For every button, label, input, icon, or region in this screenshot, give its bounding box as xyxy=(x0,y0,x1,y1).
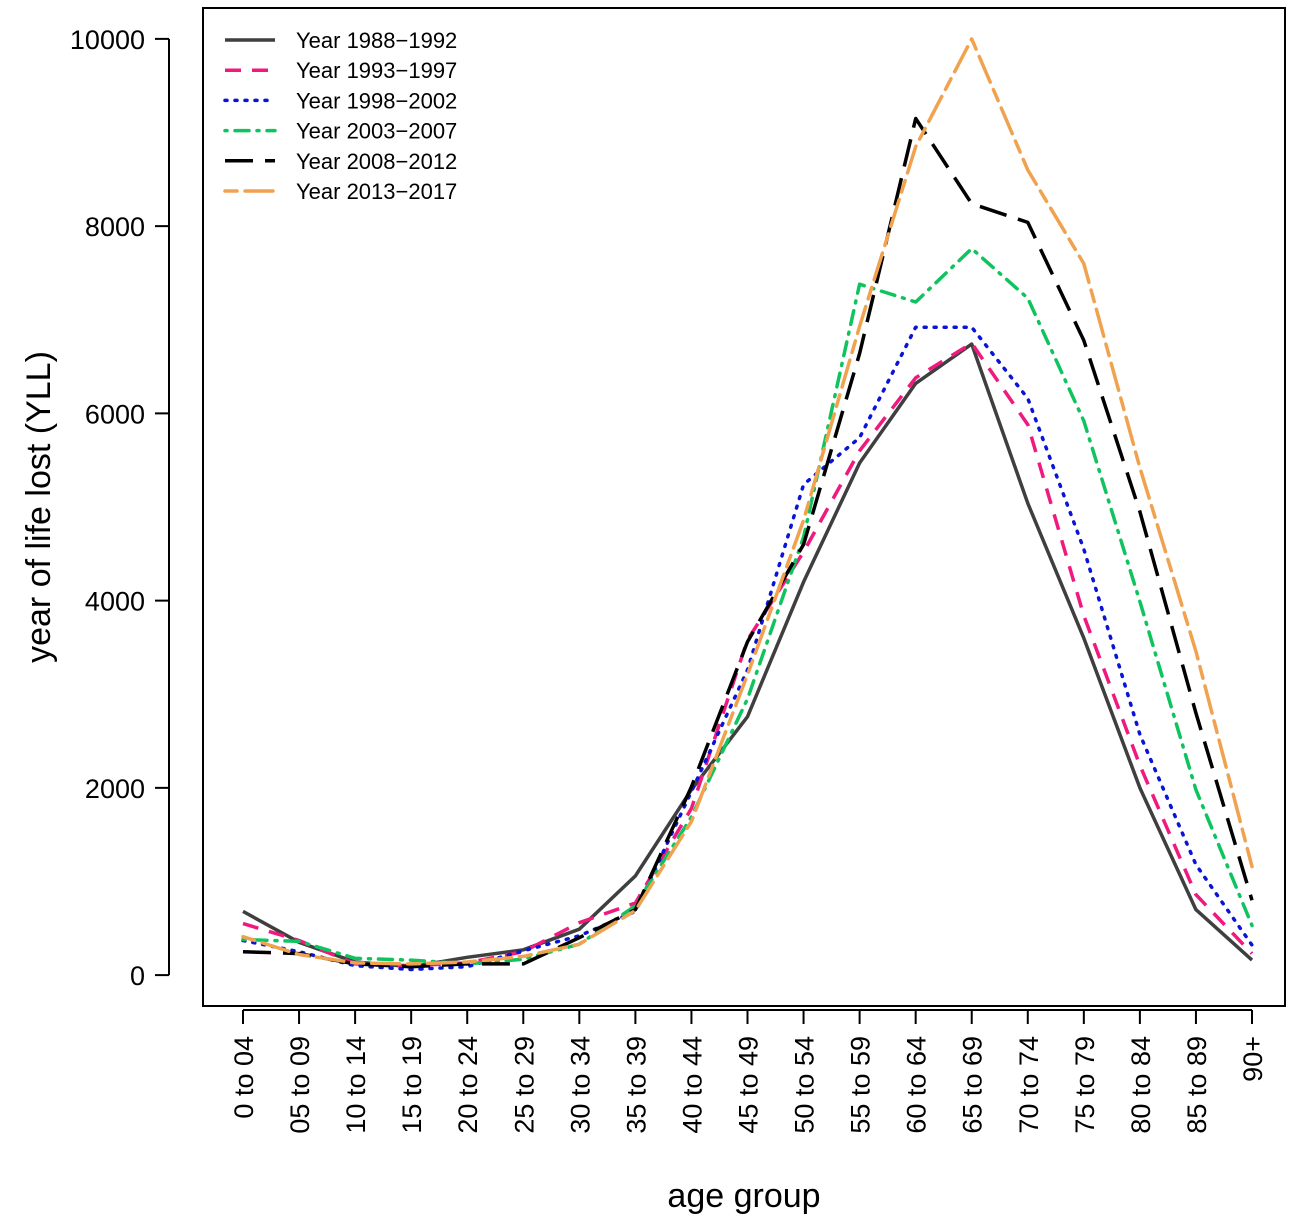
y-tick-label: 8000 xyxy=(85,212,145,242)
x-tick-label: 0 to 04 xyxy=(229,1036,259,1119)
x-axis-title: age group xyxy=(667,1177,820,1215)
y-axis: 0 2000 4000 6000 8000 10000 xyxy=(70,25,170,991)
series-line-2 xyxy=(242,341,1254,968)
x-tick-label: 80 to 84 xyxy=(1126,1036,1156,1134)
y-tick-label: 0 xyxy=(130,961,145,991)
series-line-6 xyxy=(241,37,1254,966)
plot-area-frame xyxy=(202,7,1286,1007)
series-line-1 xyxy=(242,342,1254,969)
series-lines xyxy=(241,37,1254,972)
legend-label-1: Year 1988−1992 xyxy=(296,28,457,53)
x-tick-label: 85 to 89 xyxy=(1182,1036,1212,1134)
legend-label-6: Year 2013−2017 xyxy=(296,179,457,204)
legend-label-4: Year 2003−2007 xyxy=(296,119,457,144)
series-line-4 xyxy=(241,246,1254,966)
x-tick-label: 60 to 64 xyxy=(902,1036,932,1134)
legend-label-2: Year 1993−1997 xyxy=(296,58,457,83)
x-tick-label: 30 to 34 xyxy=(565,1036,595,1134)
x-tick-label: 35 to 39 xyxy=(621,1036,651,1134)
x-tick-label: 55 to 59 xyxy=(846,1036,876,1134)
legend: Year 1988−1992 Year 1993−1997 Year 1998−20… xyxy=(223,28,457,204)
y-tick-label: 2000 xyxy=(85,774,145,804)
x-tick-label: 25 to 29 xyxy=(509,1036,539,1134)
y-tick-label: 10000 xyxy=(70,25,145,55)
x-tick-label: 90+ xyxy=(1238,1036,1268,1082)
x-tick-label: 50 to 54 xyxy=(790,1036,820,1134)
x-tick-label: 70 to 74 xyxy=(1014,1036,1044,1134)
x-tick-label: 75 to 79 xyxy=(1070,1036,1100,1134)
x-tick-label: 45 to 49 xyxy=(734,1036,764,1134)
x-tick-label: 05 to 09 xyxy=(285,1036,315,1134)
y-tick-label: 6000 xyxy=(85,399,145,429)
x-tick-label: 20 to 24 xyxy=(453,1036,483,1134)
x-tick-label: 65 to 69 xyxy=(958,1036,988,1134)
series-line-3 xyxy=(241,325,1254,972)
legend-label-5: Year 2008−2012 xyxy=(296,149,457,174)
series-line-5 xyxy=(242,116,1254,969)
x-tick-label: 15 to 19 xyxy=(397,1036,427,1134)
y-axis-title: year of life lost (YLL) xyxy=(20,351,58,663)
legend-label-3: Year 1998−2002 xyxy=(296,88,457,113)
x-tick-label: 40 to 44 xyxy=(677,1036,707,1134)
x-tick-label: 10 to 14 xyxy=(341,1036,371,1134)
x-axis: 0 to 04 05 to 09 10 to 14 15 to 19 20 to 24 2… xyxy=(229,1009,1268,1134)
y-tick-label: 4000 xyxy=(85,587,145,617)
